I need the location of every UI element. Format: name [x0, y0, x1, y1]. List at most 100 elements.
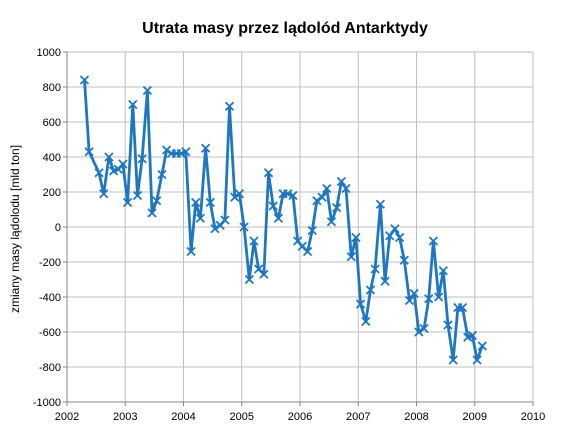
data-point [142, 85, 153, 96]
data-point-stroke [414, 327, 424, 337]
x-tick-label: 2009 [463, 411, 487, 423]
y-tick-label: 1000 [37, 47, 61, 59]
data-point-stroke [355, 299, 366, 309]
data-point [128, 99, 138, 110]
data-point-stroke [224, 101, 235, 111]
data-point [224, 101, 235, 111]
data-point-stroke [288, 190, 298, 201]
data-point-stroke [249, 236, 259, 246]
data-point-stroke [195, 213, 206, 223]
data-point-stroke [79, 75, 90, 85]
data-point [132, 190, 143, 201]
x-tick-labels: 2002 2003 2004 2005 2006 2007 2008 2009 2010 [55, 411, 545, 423]
y-tick-label: 400 [43, 152, 61, 164]
data-point-stroke [365, 285, 376, 295]
x-tick-label: 2006 [288, 411, 312, 423]
data-point [234, 189, 245, 199]
data-point-stroke [157, 169, 167, 180]
data-point [181, 147, 191, 157]
data-point [370, 264, 380, 274]
data-point [326, 217, 337, 227]
data-point-stroke [438, 266, 448, 276]
data-point-stroke [273, 213, 284, 223]
data-point [394, 232, 405, 243]
data-point [191, 197, 201, 208]
data-point-stroke [181, 147, 191, 157]
data-point [317, 192, 327, 202]
data-point [404, 295, 415, 306]
y-tick-label: 0 [55, 222, 61, 234]
data-point [477, 341, 487, 351]
data-point-stroke [191, 197, 201, 208]
data-point-stroke [244, 274, 254, 285]
data-point-stroke [361, 316, 371, 327]
data-point [443, 320, 453, 330]
data-point-stroke [293, 236, 303, 246]
data-point-stroke [186, 246, 196, 257]
data-point-stroke [94, 168, 104, 178]
data-point-stroke [404, 295, 415, 306]
data-point [84, 147, 94, 157]
data-point [414, 327, 424, 337]
data-point-stroke [326, 217, 337, 227]
data-point-stroke [351, 232, 361, 243]
x-tick-label: 2003 [113, 411, 137, 423]
data-point [351, 232, 361, 243]
y-tick-label: 200 [43, 187, 61, 199]
data-point [152, 196, 162, 206]
x-tick-label: 2005 [230, 411, 254, 423]
data-point-stroke [390, 224, 400, 234]
data-point [312, 196, 322, 206]
y-tick-label: -600 [39, 327, 61, 339]
data-point [210, 224, 220, 234]
data-point [390, 224, 400, 234]
data-point-stroke [312, 196, 322, 206]
x-tick-label: 2008 [404, 411, 428, 423]
data-point-stroke [205, 197, 215, 208]
data-point [332, 203, 342, 213]
data-point [472, 355, 482, 365]
data-point-stroke [84, 147, 94, 157]
data-point-stroke [399, 255, 409, 265]
data-point [186, 246, 196, 257]
data-point-stroke [302, 246, 313, 257]
chart-title: Utrata masy przez lądolód Antarktydy [142, 20, 428, 37]
data-point-stroke [297, 241, 307, 251]
y-tick-labels: 1000 800 600 400 200 0 -200 -400 -600 -800 -1000 [33, 47, 61, 409]
data-point [195, 213, 206, 223]
data-point [433, 292, 444, 302]
data-point [341, 183, 351, 194]
data-point [99, 189, 109, 199]
data-point-stroke [457, 302, 468, 313]
data-point-stroke [200, 143, 211, 153]
data-point [263, 168, 274, 178]
data-point-stroke [99, 189, 109, 199]
data-point-stroke [428, 236, 439, 246]
data-point [104, 152, 114, 162]
data-point-stroke [336, 176, 346, 187]
data-point-stroke [263, 168, 274, 178]
data-point [409, 288, 419, 299]
data-point-stroke [137, 154, 147, 164]
data-point-stroke [375, 199, 386, 209]
data-point [118, 159, 128, 169]
data-point-stroke [380, 276, 390, 286]
data-point [249, 236, 259, 246]
data-point [467, 330, 478, 341]
data-point-stroke [467, 330, 478, 341]
data-point [380, 276, 390, 286]
data-point [244, 274, 254, 285]
y-tick-label: -400 [39, 292, 61, 304]
data-point [448, 355, 458, 365]
data-point [239, 222, 249, 232]
data-point [457, 302, 468, 313]
data-point [302, 246, 313, 257]
data-point [200, 143, 211, 153]
data-point-stroke [132, 190, 143, 201]
data-point [385, 231, 395, 241]
y-tick-label: -200 [39, 257, 61, 269]
data-point [424, 294, 434, 304]
x-tick-label: 2002 [55, 411, 79, 423]
